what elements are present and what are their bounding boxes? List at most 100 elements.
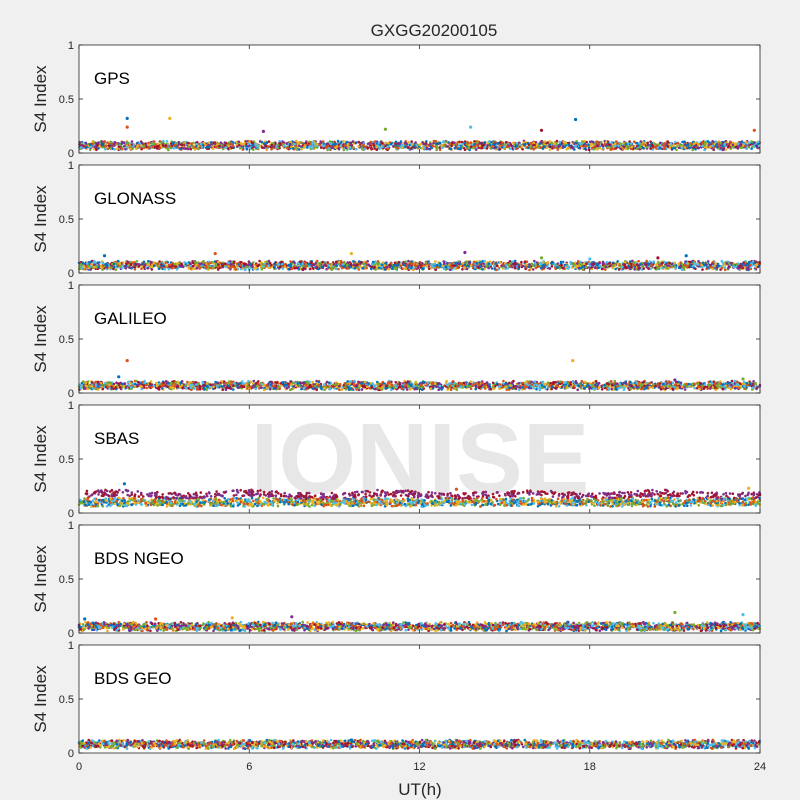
data-point [661, 143, 665, 146]
data-point [512, 262, 515, 266]
data-point [85, 262, 89, 265]
data-point [745, 147, 748, 150]
data-point [128, 266, 131, 269]
data-point [150, 142, 153, 145]
data-point [182, 141, 185, 144]
outlier-point [588, 257, 592, 261]
data-point [628, 260, 632, 263]
data-point [604, 265, 608, 269]
data-point [197, 145, 200, 148]
data-point [360, 260, 363, 264]
data-point [376, 263, 380, 266]
data-point [504, 141, 508, 144]
data-point [432, 141, 435, 145]
data-point [396, 146, 400, 150]
data-point [330, 146, 334, 150]
data-point [272, 142, 275, 145]
data-point [352, 146, 355, 149]
data-point [337, 147, 341, 151]
data-point [704, 146, 708, 149]
data-point [187, 267, 191, 270]
data-point [533, 259, 536, 263]
data-point [658, 264, 661, 268]
data-point [373, 265, 376, 269]
data-point [353, 267, 357, 270]
data-point [362, 262, 365, 266]
data-point [471, 263, 475, 266]
data-point [233, 266, 236, 269]
data-point [531, 263, 535, 267]
data-point [140, 147, 143, 150]
data-point [430, 263, 433, 266]
data-point [453, 264, 457, 267]
data-point [670, 262, 674, 266]
data-point [163, 267, 167, 271]
data-point [153, 264, 156, 268]
data-point [209, 266, 212, 270]
data-point [456, 262, 460, 265]
data-point [285, 142, 288, 145]
data-point [90, 263, 94, 266]
data-point [133, 265, 136, 269]
data-point [596, 142, 600, 145]
data-point [671, 147, 674, 150]
data-point [244, 262, 247, 266]
data-point [387, 267, 391, 271]
data-point [636, 263, 639, 266]
data-point [656, 266, 660, 270]
data-point [425, 264, 429, 268]
data-point [199, 262, 202, 266]
data-point [113, 148, 116, 151]
data-point [92, 261, 96, 264]
data-point [727, 266, 730, 270]
data-point [579, 260, 582, 264]
data-point [691, 264, 695, 268]
data-point [182, 147, 185, 150]
data-point [490, 267, 494, 270]
data-point [585, 265, 588, 269]
data-point [651, 144, 655, 148]
data-point [571, 146, 575, 150]
data-point [480, 146, 484, 150]
data-point [639, 146, 642, 149]
data-point [548, 140, 551, 143]
data-point [89, 145, 93, 149]
data-point [575, 262, 579, 265]
data-point [738, 144, 742, 147]
data-point [297, 267, 301, 271]
data-point [190, 142, 193, 145]
data-point [619, 147, 623, 151]
data-point [130, 140, 134, 143]
data-point [448, 147, 452, 150]
data-point [441, 146, 444, 150]
data-point [654, 266, 657, 270]
data-point [747, 260, 751, 264]
data-point [616, 262, 620, 266]
data-point [319, 140, 323, 143]
data-point [534, 266, 538, 270]
data-point [729, 141, 733, 144]
data-point [755, 145, 759, 148]
data-point [270, 148, 273, 151]
data-point [339, 259, 343, 263]
data-point [307, 145, 311, 149]
data-point [181, 265, 185, 269]
data-point [281, 140, 284, 143]
data-point [278, 265, 282, 269]
data-point [230, 260, 234, 264]
data-point [485, 265, 488, 268]
data-point [487, 262, 491, 265]
data-point [691, 148, 694, 152]
data-point [758, 261, 761, 264]
data-point [287, 267, 290, 271]
data-point [224, 146, 228, 149]
data-point [538, 142, 541, 146]
data-point [478, 144, 482, 148]
data-point [687, 146, 690, 149]
data-point [637, 259, 640, 263]
data-point [571, 266, 574, 269]
figure-title: GXGG20200105 [371, 21, 498, 40]
data-point [290, 145, 293, 149]
data-point [97, 265, 100, 269]
